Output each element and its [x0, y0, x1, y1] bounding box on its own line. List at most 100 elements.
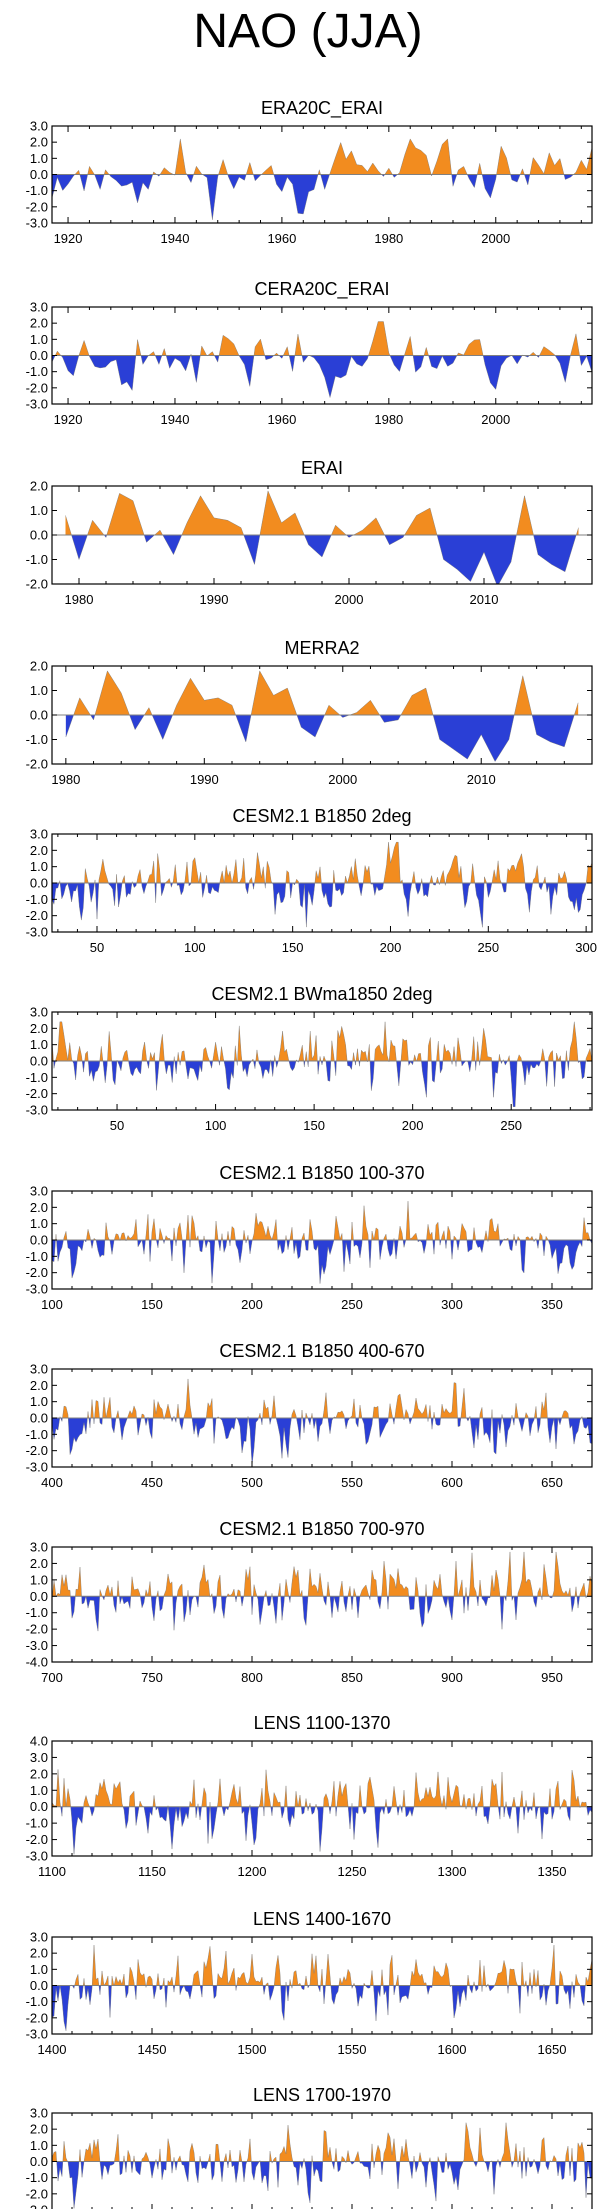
y-tick-label: 3.0	[30, 1540, 48, 1555]
x-tick-label: 100	[184, 940, 206, 955]
negative-area	[52, 1061, 592, 1107]
y-tick-label: -1.0	[26, 1994, 48, 2009]
panel-11: LENS 1400-16703.02.01.00.0-1.0-2.0-3.014…	[26, 1909, 593, 2057]
x-tick-label: 150	[141, 1297, 163, 1312]
series-line	[52, 1769, 592, 1855]
series-line	[65, 490, 579, 584]
y-tick-label: 2.0	[30, 2122, 48, 2137]
y-tick-label: 2.0	[30, 843, 48, 858]
negative-area	[52, 1240, 592, 1284]
x-tick-label: 200	[241, 1297, 263, 1312]
panel-6: CESM2.1 BWma1850 2deg 3.02.01.0 0.0-1.0-2.…	[26, 984, 593, 1133]
x-tick-label: 650	[541, 1475, 563, 1490]
negative-area	[65, 715, 579, 762]
x-tick-label: 1100	[38, 1864, 66, 1879]
plot-area	[65, 670, 579, 762]
panel-title: CESM2.1 B1850 700-970	[219, 1519, 424, 1539]
panel-3: ERAI 2.0 1.0 0.0 -1.0 -2.0 1980 1990 2000 2010	[26, 458, 593, 607]
y-tick-label: 1.0	[30, 1962, 48, 1977]
x-tick-label: 50	[90, 940, 104, 955]
positive-area	[52, 2122, 592, 2162]
series-line	[52, 321, 592, 398]
y-tick-label: -3.0	[26, 1849, 48, 1864]
x-tick-label: 750	[141, 1670, 163, 1685]
y-tick-label: 1.0	[30, 1216, 48, 1231]
negative-area	[52, 355, 592, 398]
x-tick-label: 1980	[51, 772, 80, 787]
positive-area	[52, 138, 592, 175]
series-line	[52, 138, 592, 220]
x-tick-label: 1350	[538, 1864, 567, 1879]
x-tick-label: 1980	[374, 231, 403, 246]
y-tick-label: 3.0	[30, 827, 48, 842]
x-tick-label: 1920	[54, 412, 83, 427]
negative-area	[52, 1596, 592, 1632]
negative-area	[52, 2161, 592, 2209]
y-tick-label: 1.0	[30, 332, 48, 347]
panel-title: CESM2.1 BWma1850 2deg	[211, 984, 432, 1004]
positive-area	[52, 842, 592, 883]
panel-title: CESM2.1 B1850 2deg	[232, 806, 411, 826]
x-tick-label: 600	[441, 1475, 463, 1490]
y-tick-label: 2.0	[30, 316, 48, 331]
x-tick-label: 200	[402, 1118, 424, 1133]
y-tick-label: 3.0	[30, 1750, 48, 1765]
panel-2: CERA20C_ERAI 3.02.01.00.0-1.0-2.0 -3.0 1920…	[26, 279, 593, 427]
y-tick-label: 1.0	[30, 151, 48, 166]
x-tick-label: 1450	[138, 2042, 167, 2057]
x-tick-label: 1980	[65, 592, 94, 607]
positive-area	[65, 490, 579, 535]
x-tick-label: 1600	[438, 2042, 467, 2057]
positive-area	[52, 1551, 592, 1597]
y-tick-label: 3.0	[30, 1184, 48, 1199]
x-tick-label: 250	[477, 940, 499, 955]
positive-area	[52, 1201, 592, 1240]
y-tick-label: 0.0	[30, 876, 48, 891]
series-line	[52, 1378, 592, 1466]
y-tick-label: 0.0	[30, 1233, 48, 1248]
y-tick-label: 2.0	[30, 1556, 48, 1571]
x-tick-label: 1150	[138, 1864, 166, 1879]
panel-title: LENS 1400-1670	[253, 1909, 391, 1929]
y-tick-label: 0.0	[30, 708, 48, 723]
x-tick-label: 2000	[481, 412, 510, 427]
x-tick-label: 50	[110, 1118, 124, 1133]
y-tick-label: 0.0	[30, 2154, 48, 2169]
plot-area	[65, 490, 579, 584]
y-tick-label: -2.0	[26, 199, 48, 214]
y-tick-label: -2.0	[26, 380, 48, 395]
y-tick-label: -1.0	[26, 183, 48, 198]
x-tick-label: 1960	[267, 412, 296, 427]
panel-title: CERA20C_ERAI	[254, 279, 389, 300]
plot-frame	[51, 1740, 593, 1857]
x-tick-label: 1940	[161, 231, 190, 246]
plot-area	[52, 841, 592, 928]
panel-title: ERA20C_ERAI	[261, 98, 383, 119]
x-tick-label: 100	[205, 1118, 227, 1133]
x-tick-label: 1920	[54, 231, 83, 246]
positive-area	[52, 1769, 592, 1807]
y-tick-label: -2.0	[26, 908, 48, 923]
panel-10: LENS 1100-1370 4.03.02.0 1.00.0 -1.0-2.0 -3.…	[26, 1713, 593, 1879]
plot-area	[52, 1945, 592, 2031]
y-tick-label: -2.0	[26, 757, 48, 772]
plot-area	[52, 1551, 592, 1632]
y-tick-label: -1.0	[26, 1249, 48, 1264]
x-tick-label: 2000	[335, 592, 364, 607]
plot-area	[52, 2122, 592, 2209]
y-tick-label: 0.0	[30, 1799, 48, 1814]
x-tick-label: 300	[441, 1297, 463, 1312]
panel-title: LENS 1700-1970	[253, 2085, 391, 2105]
plot-area	[52, 1378, 592, 1466]
positive-area	[52, 321, 592, 356]
panel-title: ERAI	[301, 458, 343, 478]
y-tick-label: -2.0	[26, 1086, 48, 1101]
x-tick-label: 1550	[338, 2042, 367, 2057]
plot-area	[52, 138, 592, 220]
x-tick-label: 1200	[238, 1864, 267, 1879]
y-tick-label: -3.0	[26, 1282, 48, 1297]
series-line	[65, 670, 579, 762]
y-tick-label: -2.0	[26, 1265, 48, 1280]
